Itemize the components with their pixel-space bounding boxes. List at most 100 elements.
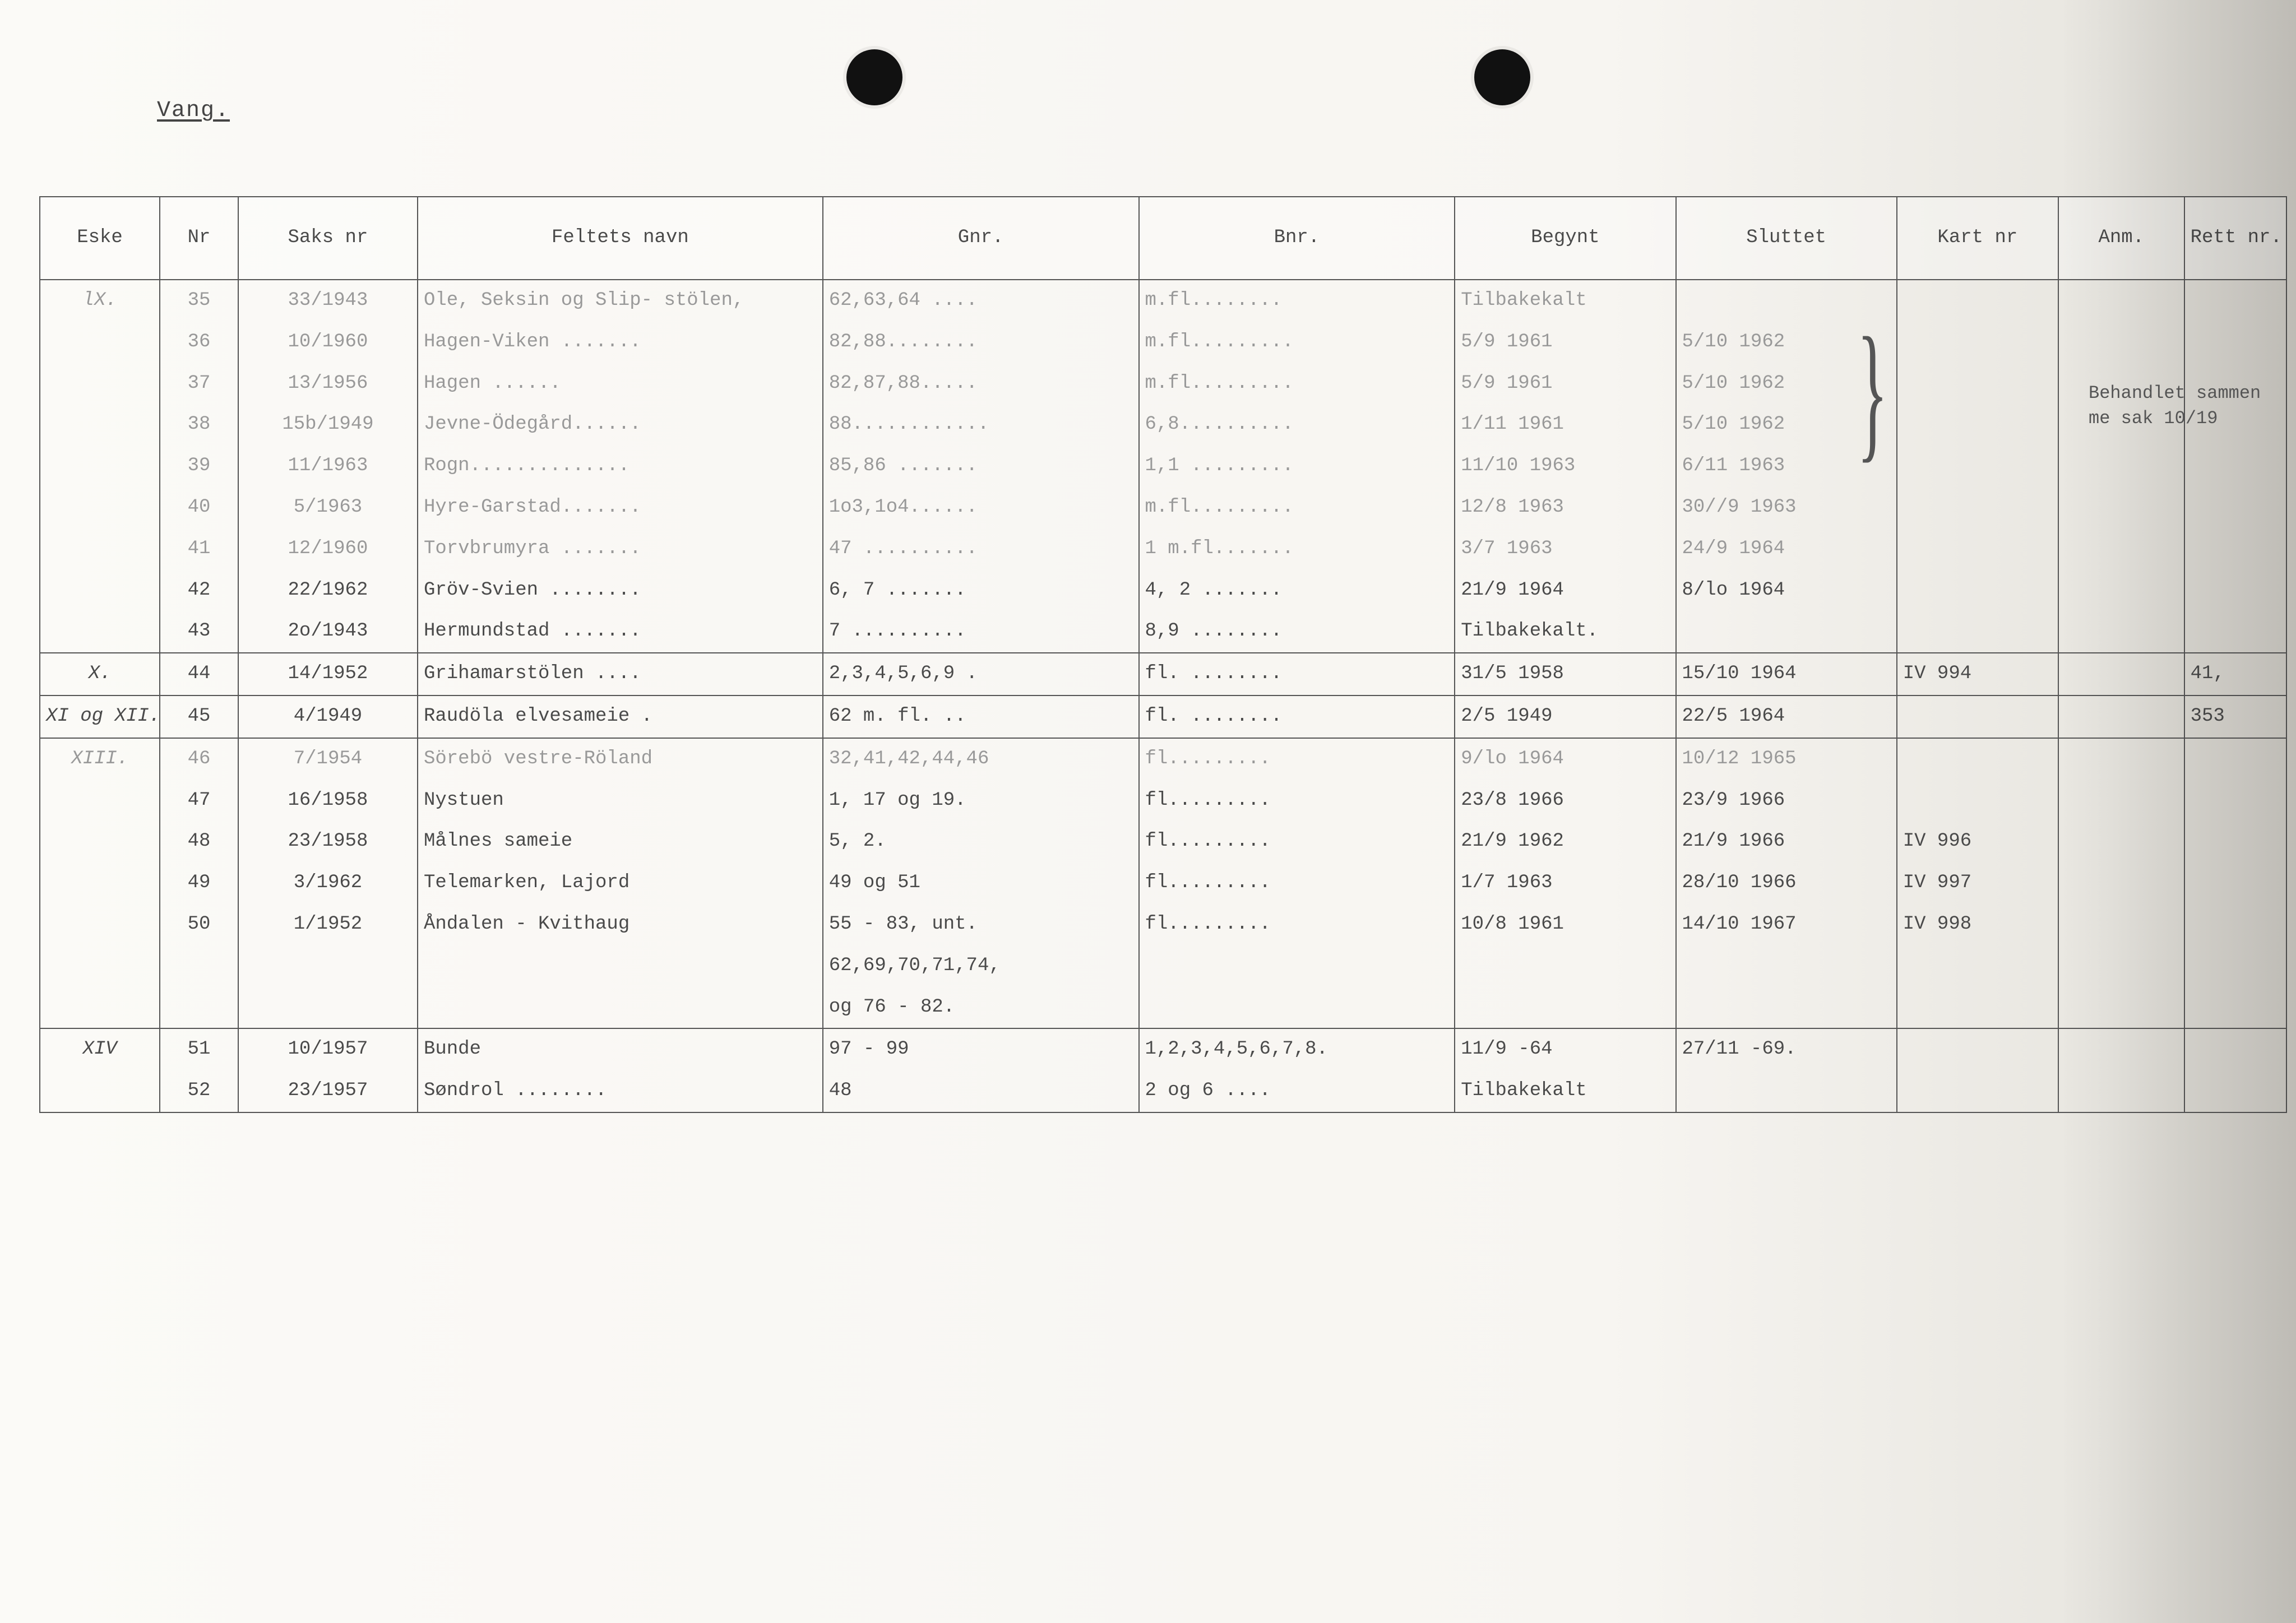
cell-eske: [40, 821, 160, 862]
col-gnr: Gnr.: [823, 197, 1139, 280]
cell-gnr: 82,88........: [823, 322, 1139, 363]
cell-begynt: 21/9 1964: [1455, 570, 1675, 611]
cell-saks: 13/1956: [238, 363, 418, 405]
cell-kart: IV 998: [1897, 904, 2058, 945]
cell-begynt: 12/8 1963: [1455, 487, 1675, 528]
cell-rett: [2184, 280, 2286, 322]
cell-felt: Søndrol ........: [418, 1070, 823, 1112]
cell-nr: 48: [160, 821, 238, 862]
cell-eske: [40, 780, 160, 822]
cell-eske: lX.: [40, 280, 160, 322]
cell-begynt: 10/8 1961: [1455, 904, 1675, 945]
cell-kart: IV 996: [1897, 821, 2058, 862]
col-begynt: Begynt: [1455, 197, 1675, 280]
cell-sluttet: [1676, 611, 1897, 653]
cell-kart: [1897, 404, 2058, 446]
cell-begynt: 21/9 1962: [1455, 821, 1675, 862]
cell-eske: [40, 570, 160, 611]
table-row: XIII.467/1954Sörebö vestre-Röland32,41,4…: [40, 738, 2286, 780]
cell-sluttet: 14/10 1967: [1676, 904, 1897, 945]
table-row: X.4414/1952Grihamarstölen ....2,3,4,5,6,…: [40, 653, 2286, 695]
cell-eske: [40, 904, 160, 945]
cell-begynt: 3/7 1963: [1455, 528, 1675, 570]
cell-gnr: 62 m. fl. ..: [823, 695, 1139, 738]
cell-bnr: 2 og 6 ....: [1139, 1070, 1455, 1112]
cell-kart: [1897, 487, 2058, 528]
cell-saks: [238, 987, 418, 1029]
cell-saks: 10/1957: [238, 1028, 418, 1070]
cell-anm: [2058, 1070, 2184, 1112]
cell-bnr: fl.........: [1139, 862, 1455, 904]
cell-sluttet: 24/9 1964: [1676, 528, 1897, 570]
cell-rett: [2184, 987, 2286, 1029]
col-kart: Kart nr: [1897, 197, 2058, 280]
table-row: 4823/1958Målnes sameie5, 2.fl.........21…: [40, 821, 2286, 862]
cell-begynt: 5/9 1961: [1455, 322, 1675, 363]
cell-begynt: Tilbakekalt.: [1455, 611, 1675, 653]
cell-bnr: [1139, 987, 1455, 1029]
cell-gnr: 62,63,64 ....: [823, 280, 1139, 322]
table-row: 3713/1956Hagen ......82,87,88.....m.fl..…: [40, 363, 2286, 405]
col-anm: Anm.: [2058, 197, 2184, 280]
cell-eske: [40, 528, 160, 570]
cell-sluttet: [1676, 945, 1897, 987]
cell-felt: Telemarken, Lajord: [418, 862, 823, 904]
cell-eske: X.: [40, 653, 160, 695]
cell-felt: Torvbrumyra .......: [418, 528, 823, 570]
cell-saks: 11/1963: [238, 446, 418, 487]
cell-kart: [1897, 446, 2058, 487]
cell-anm: [2058, 780, 2184, 822]
cell-kart: [1897, 363, 2058, 405]
cell-saks: 16/1958: [238, 780, 418, 822]
cell-kart: [1897, 322, 2058, 363]
cell-rett: [2184, 446, 2286, 487]
cell-felt: Hagen-Viken .......: [418, 322, 823, 363]
cell-eske: XIV: [40, 1028, 160, 1070]
cell-nr: 36: [160, 322, 238, 363]
cell-kart: [1897, 1028, 2058, 1070]
cell-begynt: 9/lo 1964: [1455, 738, 1675, 780]
cell-felt: Målnes sameie: [418, 821, 823, 862]
punch-hole-icon: [1474, 49, 1530, 105]
cell-saks: 2o/1943: [238, 611, 418, 653]
cell-rett: [2184, 862, 2286, 904]
table-row: lX.3533/1943Ole, Seksin og Slip- stölen,…: [40, 280, 2286, 322]
cell-eske: [40, 1070, 160, 1112]
cell-felt: Åndalen - Kvithaug: [418, 904, 823, 945]
cell-rett: [2184, 738, 2286, 780]
cell-nr: 35: [160, 280, 238, 322]
table-row: og 76 - 82.: [40, 987, 2286, 1029]
table-row: 4112/1960Torvbrumyra .......47 .........…: [40, 528, 2286, 570]
cell-felt: [418, 987, 823, 1029]
cell-eske: [40, 363, 160, 405]
table-row: 432o/1943Hermundstad .......7 ..........…: [40, 611, 2286, 653]
cell-kart: [1897, 738, 2058, 780]
cell-kart: IV 994: [1897, 653, 2058, 695]
cell-rett: [2184, 611, 2286, 653]
cell-anm: [2058, 446, 2184, 487]
cell-nr: 37: [160, 363, 238, 405]
cell-begynt: 1/7 1963: [1455, 862, 1675, 904]
cell-felt: Hermundstad .......: [418, 611, 823, 653]
table-row: 3911/1963Rogn..............85,86 .......…: [40, 446, 2286, 487]
cell-sluttet: 21/9 1966: [1676, 821, 1897, 862]
cell-rett: [2184, 821, 2286, 862]
cell-nr: 50: [160, 904, 238, 945]
cell-eske: [40, 404, 160, 446]
cell-sluttet: 10/12 1965: [1676, 738, 1897, 780]
cell-bnr: m.fl.........: [1139, 322, 1455, 363]
table-header-row: Eske Nr Saks nr Feltets navn Gnr. Bnr. B…: [40, 197, 2286, 280]
cell-anm: [2058, 280, 2184, 322]
cell-anm: [2058, 987, 2184, 1029]
cell-begynt: Tilbakekalt: [1455, 1070, 1675, 1112]
cell-anm: [2058, 570, 2184, 611]
cell-rett: [2184, 528, 2286, 570]
cell-nr: 39: [160, 446, 238, 487]
cell-gnr: 32,41,42,44,46: [823, 738, 1139, 780]
cell-rett: [2184, 945, 2286, 987]
cell-nr: 47: [160, 780, 238, 822]
cell-bnr: fl.........: [1139, 738, 1455, 780]
cell-nr: 44: [160, 653, 238, 695]
cell-felt: Grihamarstölen ....: [418, 653, 823, 695]
cell-bnr: fl. ........: [1139, 653, 1455, 695]
